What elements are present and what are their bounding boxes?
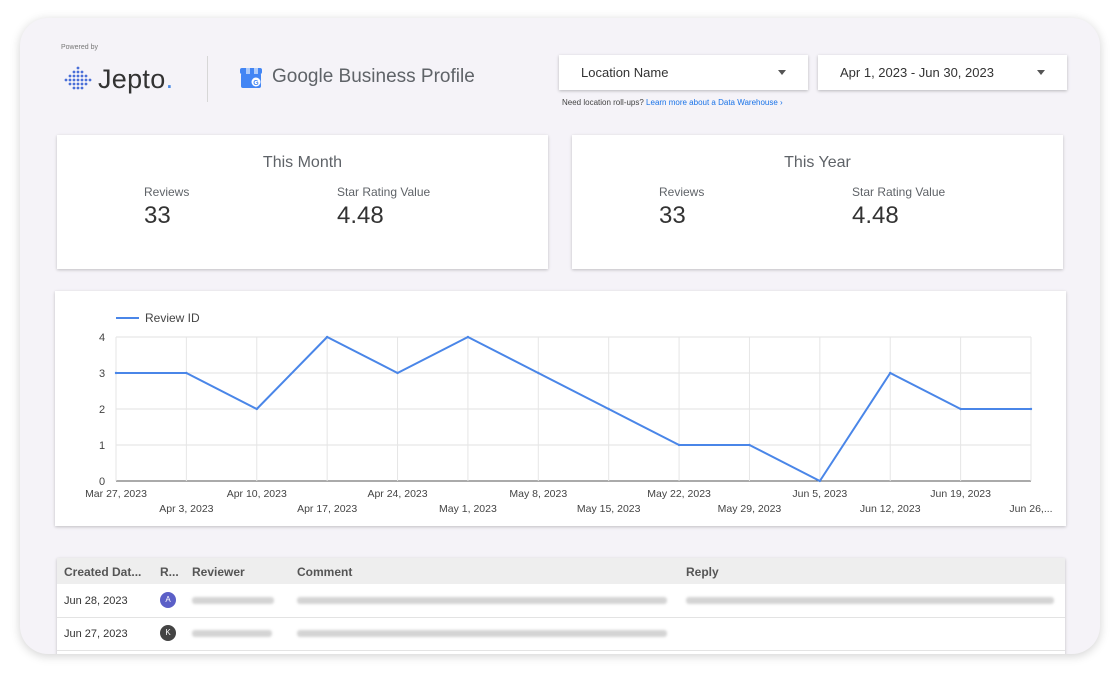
star-rating-value: 4.48 [852,202,899,229]
data-point [466,335,470,339]
y-tick-label: 1 [99,440,105,452]
legend-label: Review ID [145,311,200,325]
column-header-comment[interactable]: Comment [297,565,353,579]
column-header-rating[interactable]: R... [160,565,179,579]
redacted-reviewer-name [192,597,274,604]
data-point [607,407,610,411]
data-point [537,371,540,375]
reviewer-avatar: A [160,592,176,608]
header-divider [207,56,208,102]
y-tick-label: 3 [99,368,105,380]
google-wordmark: Google [272,66,334,87]
google-business-profile-logo: G Google Business Profile [238,64,475,90]
y-tick-label: 0 [99,476,105,488]
data-point [114,371,118,375]
created-date-cell: Jun 28, 2023 [64,595,128,607]
series-line-review-id [116,336,1031,482]
reviews-label: Reviews [144,185,190,199]
chevron-down-icon [1037,70,1045,75]
data-point [818,479,822,483]
hint-text: Need location roll-ups? [562,98,647,107]
review-trend-chart-card: 0 1 2 3 4 Mar 27, 2023 Apr 3, 2023 Apr 10, 2023… [55,291,1066,526]
x-tick-label: Apr 24, 2023 [367,488,427,500]
column-header-reviewer[interactable]: Reviewer [192,565,245,579]
x-tick-label: Apr 10, 2023 [227,488,287,500]
data-warehouse-hint: Need location roll-ups? Learn more about… [562,98,783,107]
google-business-profile-wordmark: Google Business Profile [272,66,475,88]
x-tick-label: Jun 19, 2023 [930,488,991,500]
jepto-dots-icon [64,66,92,90]
x-tick-label: Jun 5, 2023 [792,488,847,500]
column-header-created-date[interactable]: Created Dat... [64,565,142,579]
x-tick-label: May 22, 2023 [647,488,711,500]
redacted-reviewer-name [192,630,272,637]
reviewer-avatar: K [160,625,176,641]
date-range-value: Apr 1, 2023 - Jun 30, 2023 [840,65,994,80]
star-rating-label: Star Rating Value [337,185,431,199]
data-point [185,371,188,375]
redacted-comment [297,630,667,637]
created-date-cell: Jun 27, 2023 [64,628,128,640]
table-row[interactable]: Jun 27, 2023 K [57,617,1065,651]
data-point [677,443,681,447]
y-tick-label: 4 [99,332,105,344]
this-year-card: This Year Reviews 33 Star Rating Value 4… [572,135,1063,269]
reviews-label: Reviews [659,185,705,199]
reviews-value: 33 [659,202,686,229]
powered-by-label: Powered by [61,44,98,51]
jepto-wordmark-dot: . [165,63,174,94]
data-point [748,443,751,447]
x-tick-label: May 1, 2023 [439,503,497,515]
card-title: This Year [784,154,851,171]
x-tick-label: Mar 27, 2023 [85,488,147,500]
star-rating-label: Star Rating Value [852,185,946,199]
reviews-value: 33 [144,202,171,229]
google-business-profile-icon: G [240,68,262,88]
jepto-logo: Jepto. [64,62,173,96]
location-name-label: Location Name [581,65,669,80]
business-profile-wordmark: Business Profile [333,66,475,87]
svg-text:G: G [253,80,259,87]
data-point [889,371,892,375]
star-rating-value: 4.48 [337,202,384,229]
redacted-reply [686,597,1054,604]
x-tick-label: Apr 3, 2023 [159,503,213,515]
chevron-down-icon [778,70,786,75]
x-tick-label: Jun 26,... [1009,503,1052,515]
data-point [959,407,962,411]
location-name-dropdown[interactable]: Location Name [559,55,808,90]
table-row[interactable]: Jun 28, 2023 A [57,584,1065,618]
reviews-table: Created Dat... R... Reviewer Comment Rep… [57,558,1065,654]
x-tick-label: Apr 17, 2023 [297,503,357,515]
x-tick-label: May 8, 2023 [509,488,567,500]
x-tick-label: Jun 12, 2023 [860,503,921,515]
data-point [1029,407,1033,411]
review-trend-chart: 0 1 2 3 4 Mar 27, 2023 Apr 3, 2023 Apr 10, 2023… [85,311,1053,515]
data-point [396,371,399,375]
card-title: This Month [262,154,343,171]
y-tick-label: 2 [99,404,105,416]
date-range-dropdown[interactable]: Apr 1, 2023 - Jun 30, 2023 [818,55,1067,90]
redacted-comment [297,597,667,604]
x-tick-label: May 15, 2023 [577,503,641,515]
column-header-reply[interactable]: Reply [686,565,719,579]
data-warehouse-link[interactable]: Learn more about a Data Warehouse › [646,98,783,107]
table-header: Created Dat... R... Reviewer Comment Rep… [57,558,1065,584]
dashboard-frame: Powered by Jepto. G Google Business Prof… [20,18,1100,654]
jepto-wordmark: Jepto [98,63,166,94]
data-point [325,335,329,339]
data-point [255,407,258,411]
this-month-card: This Month Reviews 33 Star Rating Value … [57,135,548,269]
x-tick-label: May 29, 2023 [718,503,782,515]
